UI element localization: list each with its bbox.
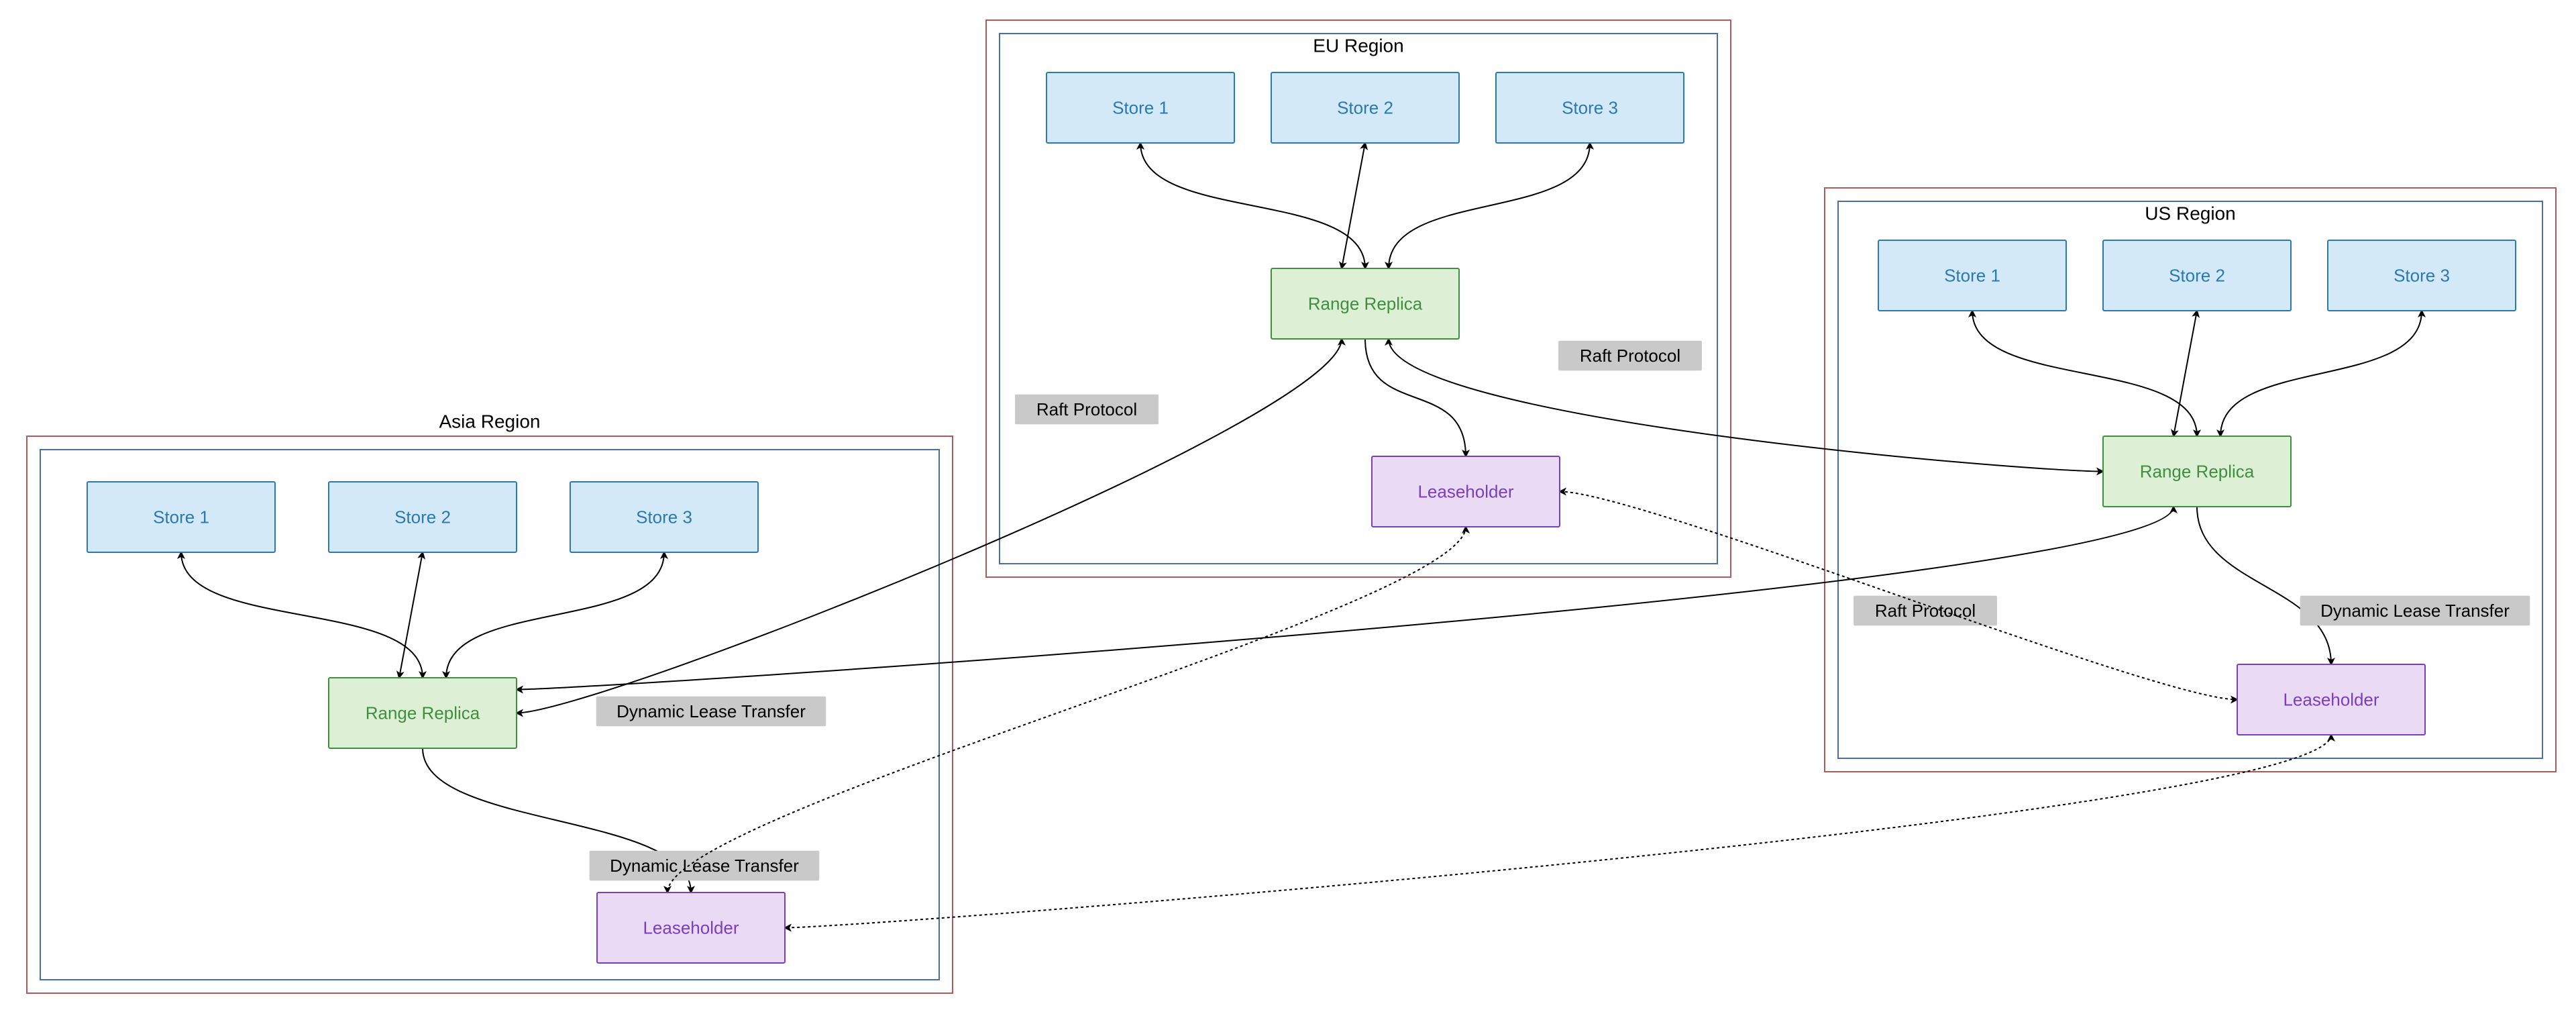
node-asia_lh: Leaseholder [597,893,785,963]
edge-label-13: Raft Protocol [1580,346,1680,366]
node-us_s2: Store 2 [2103,240,2291,311]
node-us_rr: Range Replica [2103,436,2291,507]
node-asia_rr: Range Replica [329,678,517,748]
node-label-asia_s3: Store 3 [636,507,692,527]
node-label-us_s3: Store 3 [2394,265,2450,285]
region-title-eu: EU Region [1313,35,1403,56]
node-label-asia_rr: Range Replica [366,703,480,723]
edge-us_s1-us_rr [1972,311,2197,436]
node-label-eu_s2: Store 2 [1337,97,1393,117]
edge-label-3: Dynamic Lease Transfer [610,856,799,876]
node-label-asia_lh: Leaseholder [643,917,739,937]
edge-asia_s3-asia_rr [446,552,664,678]
edge-label-15: Dynamic Lease Transfer [616,701,806,721]
node-label-eu_rr: Range Replica [1308,293,1423,313]
edge-label-11: Dynamic Lease Transfer [2320,601,2510,621]
node-us_lh: Leaseholder [2237,664,2425,735]
node-label-asia_s2: Store 2 [394,507,451,527]
architecture-diagram: Asia Region EU Region US Region Dynamic Lea… [0,0,2576,1018]
edge-eu_s3-eu_rr [1389,143,1590,268]
node-label-us_lh: Leaseholder [2283,689,2379,709]
node-label-us_s1: Store 1 [1944,265,2000,285]
node-asia_s3: Store 3 [570,482,758,552]
node-asia_s2: Store 2 [329,482,517,552]
edge-eu_lh-us_lh [1560,492,2237,700]
node-eu_s3: Store 3 [1496,72,1684,143]
edge-eu_rr-us_rr [1389,339,2103,472]
edge-asia_s1-asia_rr [181,552,423,678]
region-title-us: US Region [2145,203,2235,223]
node-eu_rr: Range Replica [1271,268,1459,339]
node-label-eu_s3: Store 3 [1562,97,1618,117]
edge-us_rr-us_lh [2197,507,2331,664]
edge-eu_s2-eu_rr [1342,143,1365,268]
node-label-us_rr: Range Replica [2140,461,2255,481]
node-label-asia_s1: Store 1 [153,507,209,527]
node-us_s3: Store 3 [2328,240,2516,311]
node-asia_s1: Store 1 [87,482,275,552]
node-eu_lh: Leaseholder [1372,456,1560,527]
node-us_s1: Store 1 [1878,240,2066,311]
edge-asia_s2-asia_rr [399,552,423,678]
edge-us_s3-us_rr [2220,311,2422,436]
edge-eu_s1-eu_rr [1140,143,1365,268]
node-label-eu_s1: Store 1 [1112,97,1169,117]
node-label-us_s2: Store 2 [2169,265,2225,285]
region-title-asia: Asia Region [439,411,541,431]
node-label-eu_lh: Leaseholder [1417,481,1513,501]
edge-eu_rr-eu_lh [1365,339,1466,456]
edge-us_s2-us_rr [2174,311,2197,436]
node-eu_s1: Store 1 [1046,72,1234,143]
edge-label-12: Raft Protocol [1036,399,1137,419]
edge-us_lh-asia_lh [785,735,2331,928]
node-eu_s2: Store 2 [1271,72,1459,143]
